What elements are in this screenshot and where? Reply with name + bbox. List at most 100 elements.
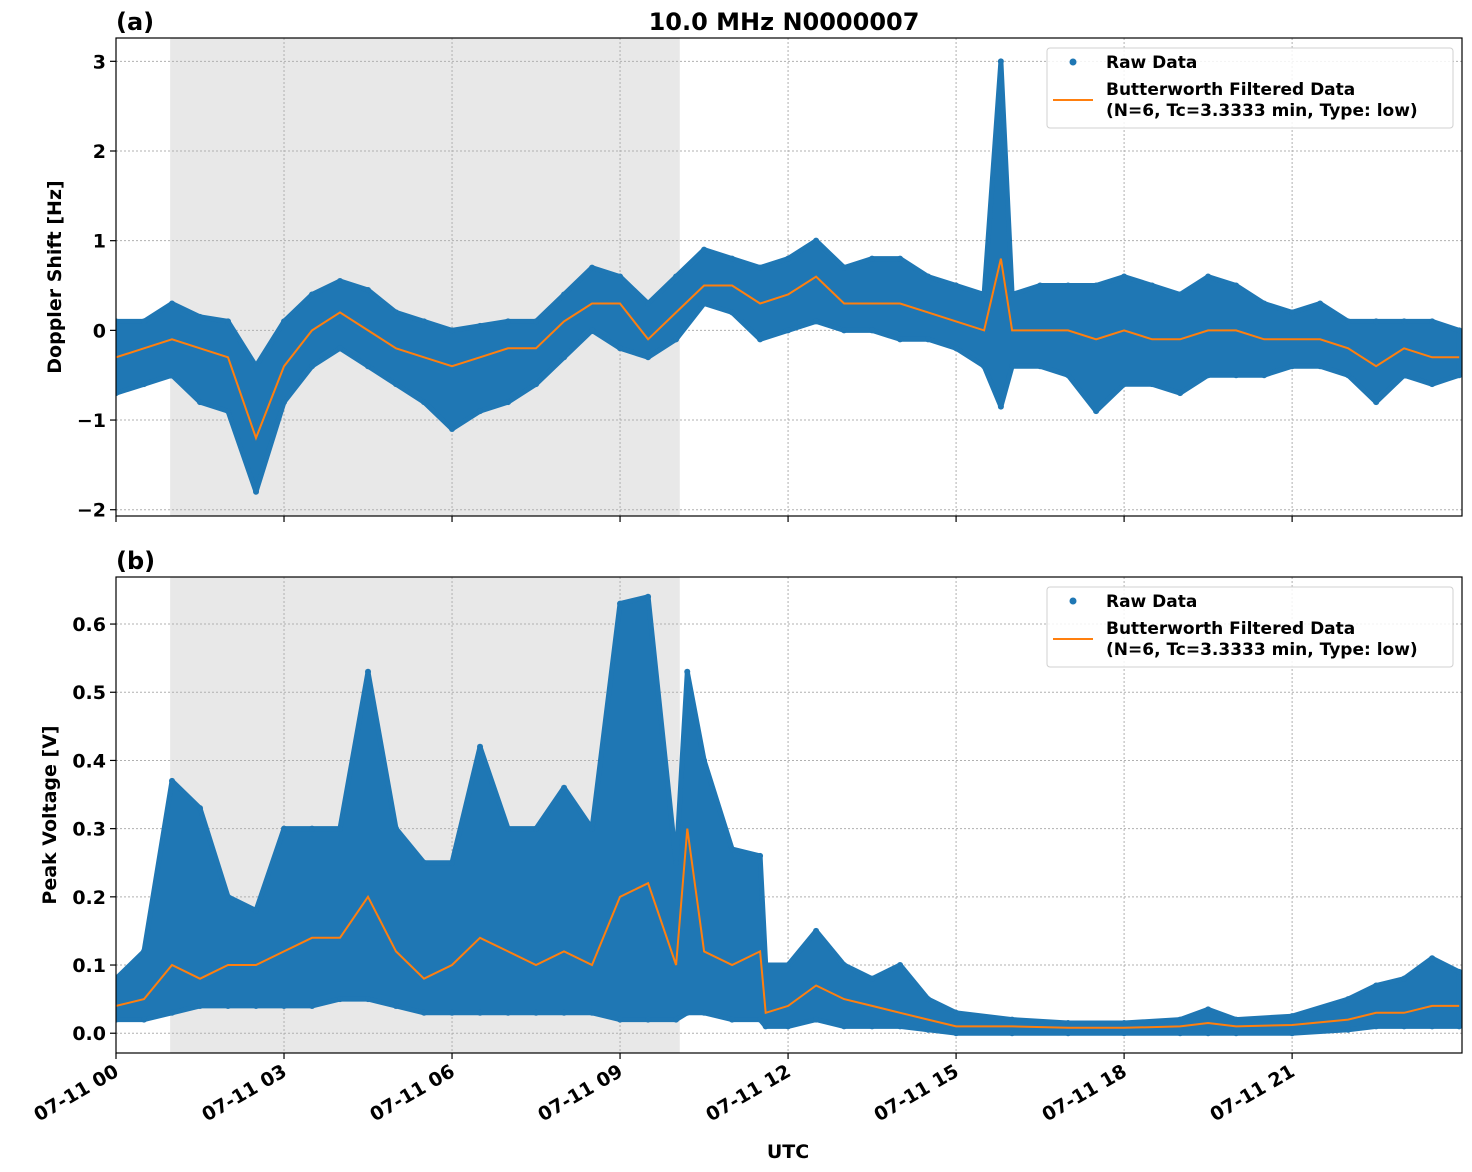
raw-data-point <box>197 805 204 812</box>
raw-data-point <box>1205 1006 1212 1013</box>
x-tick-label: 07-11 21 <box>1206 1060 1298 1126</box>
raw-data-point <box>197 313 204 320</box>
legend-entry: (N=6, Tc=3.3333 min, Type: low) <box>1106 101 1418 121</box>
raw-data-point <box>365 996 372 1003</box>
raw-data-point <box>897 962 904 969</box>
raw-data-point <box>1009 363 1016 370</box>
raw-data-point <box>337 345 344 352</box>
legend-entry: Butterworth Filtered Data <box>1106 619 1355 639</box>
raw-data-point <box>925 336 932 343</box>
raw-data-point <box>1401 318 1408 325</box>
raw-data-point <box>141 948 148 955</box>
raw-data-point <box>1373 318 1380 325</box>
raw-data-point <box>729 846 736 853</box>
raw-data-point <box>1456 327 1462 334</box>
raw-data-point <box>1373 399 1380 406</box>
raw-data-point <box>1456 968 1462 975</box>
raw-data-point <box>169 777 176 784</box>
raw-data-point <box>645 1016 652 1023</box>
raw-data-point <box>1289 1013 1296 1020</box>
raw-data-point <box>589 264 596 271</box>
raw-data-point <box>1429 318 1436 325</box>
raw-data-point <box>1205 273 1212 280</box>
y-tick-label: 0.1 <box>72 955 106 977</box>
legend-raw-marker <box>1069 597 1077 605</box>
raw-data-point <box>1121 1030 1128 1037</box>
raw-data-point <box>1261 372 1268 379</box>
raw-data-point <box>645 354 652 361</box>
raw-data-point <box>1065 282 1072 289</box>
filtered-data-line <box>116 828 1460 1029</box>
raw-data-point <box>337 825 344 832</box>
x-tick-label: 07-11 03 <box>198 1060 290 1126</box>
raw-data-point <box>253 363 260 370</box>
raw-data-point <box>762 1023 769 1030</box>
x-tick-label: 07-11 06 <box>366 1060 458 1126</box>
legend-entry: Butterworth Filtered Data <box>1106 80 1355 100</box>
y-tick-label: 3 <box>93 51 106 73</box>
raw-data-point <box>757 852 764 859</box>
raw-data-point <box>813 927 820 934</box>
x-tick-label: 07-11 18 <box>1038 1060 1130 1126</box>
raw-data-point <box>1177 1016 1184 1023</box>
panel-b-label: (b) <box>116 547 155 575</box>
raw-data-point <box>1177 291 1184 298</box>
raw-data-point <box>925 1026 932 1033</box>
raw-data-point <box>1456 372 1462 379</box>
raw-data-point <box>169 300 176 307</box>
chart-title: 10.0 MHz N0000007 <box>649 8 920 36</box>
raw-data-point <box>1177 390 1184 397</box>
raw-data-point <box>1345 996 1352 1003</box>
raw-data-point <box>762 962 769 969</box>
raw-data-point <box>1401 1023 1408 1030</box>
x-tick-label: 07-11 15 <box>870 1060 962 1126</box>
raw-data-point <box>253 1002 260 1009</box>
y-axis-label-b: Peak Voltage [V] <box>39 725 61 904</box>
raw-data-point <box>925 273 932 280</box>
raw-data-point <box>561 1009 568 1016</box>
raw-data-point <box>253 488 260 495</box>
y-tick-label: 0.0 <box>72 1023 106 1045</box>
raw-data-point <box>477 1009 484 1016</box>
raw-data-point <box>684 668 691 675</box>
raw-data-point <box>225 1002 232 1009</box>
raw-data-point <box>1401 372 1408 379</box>
data-layer <box>116 58 1462 495</box>
raw-data-point <box>141 318 148 325</box>
raw-data-point <box>477 743 484 750</box>
raw-data-point <box>505 1009 512 1016</box>
legend-box <box>1046 47 1454 129</box>
raw-data-point <box>1205 1030 1212 1037</box>
raw-data-point <box>477 322 484 329</box>
raw-data-point <box>309 291 316 298</box>
raw-data-point <box>393 825 400 832</box>
raw-data-point <box>225 893 232 900</box>
raw-data-point <box>589 1009 596 1016</box>
x-tick-label: 07-11 09 <box>534 1060 626 1126</box>
raw-data-point <box>1065 1030 1072 1037</box>
raw-data-point <box>757 1016 764 1023</box>
raw-data-point <box>421 1009 428 1016</box>
raw-data-point <box>673 336 680 343</box>
raw-data-point <box>1037 282 1044 289</box>
raw-data-point <box>337 996 344 1003</box>
raw-data-point <box>1456 1023 1462 1030</box>
raw-data-point <box>729 309 736 316</box>
raw-data-point <box>1149 282 1156 289</box>
raw-data-point <box>701 300 708 307</box>
raw-data-point <box>645 593 652 600</box>
raw-data-point <box>953 1009 960 1016</box>
raw-data-point <box>393 381 400 388</box>
raw-data-point <box>997 403 1004 410</box>
raw-data-point <box>1121 273 1128 280</box>
raw-data-point <box>1009 291 1016 298</box>
raw-data-point <box>1121 1019 1128 1026</box>
raw-data-point <box>673 273 680 280</box>
raw-data-point <box>393 309 400 316</box>
raw-data-point <box>141 1016 148 1023</box>
raw-data-point <box>897 255 904 262</box>
raw-data-point <box>561 784 568 791</box>
raw-data-point <box>169 372 176 379</box>
raw-data-point <box>281 1002 288 1009</box>
data-layer <box>116 593 1462 1037</box>
